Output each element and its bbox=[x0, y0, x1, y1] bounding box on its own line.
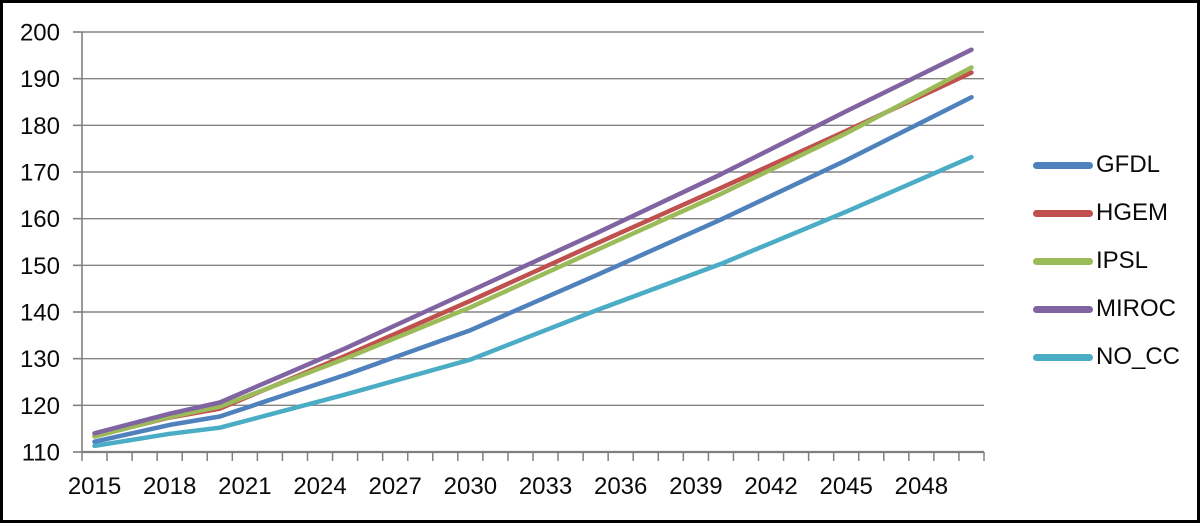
legend-item-hgem: HGEM bbox=[1033, 200, 1180, 226]
legend-item-gfdl: GFDL bbox=[1033, 152, 1180, 178]
x-tick-label: 2045 bbox=[819, 473, 872, 500]
y-tick-label: 200 bbox=[20, 20, 60, 47]
x-tick-label: 2015 bbox=[68, 473, 121, 500]
x-tick-label: 2024 bbox=[293, 473, 346, 500]
legend-swatch-ipsl-icon bbox=[1033, 257, 1093, 265]
legend-swatch-hgem-icon bbox=[1033, 209, 1093, 217]
y-tick-label: 190 bbox=[20, 66, 60, 93]
legend-label-ipsl: IPSL bbox=[1096, 247, 1149, 274]
y-tick-label: 150 bbox=[20, 253, 60, 280]
y-tick-label: 140 bbox=[20, 300, 60, 327]
legend-label-miroc: MIROC bbox=[1096, 295, 1176, 322]
legend-label-hgem: HGEM bbox=[1096, 199, 1168, 226]
legend-swatch-gfdl-icon bbox=[1033, 161, 1093, 169]
x-tick-label: 2048 bbox=[895, 473, 948, 500]
y-tick-label: 120 bbox=[20, 393, 60, 420]
y-tick-label: 160 bbox=[20, 206, 60, 233]
legend: GFDL HGEM IPSL MIROC NO_CC bbox=[1033, 152, 1180, 370]
legend-item-ipsl: IPSL bbox=[1033, 248, 1180, 274]
x-tick-label: 2036 bbox=[594, 473, 647, 500]
x-tick-label: 2030 bbox=[444, 473, 497, 500]
legend-label-gfdl: GFDL bbox=[1096, 151, 1161, 178]
x-tick-label: 2039 bbox=[669, 473, 722, 500]
series-line-no-cc bbox=[92, 154, 974, 449]
x-tick-label: 2042 bbox=[744, 473, 797, 500]
x-tick-label: 2021 bbox=[218, 473, 271, 500]
legend-swatch-miroc-icon bbox=[1033, 305, 1093, 313]
x-tick-label: 2033 bbox=[519, 473, 572, 500]
series-line-gfdl bbox=[92, 95, 974, 444]
legend-label-no-cc: NO_CC bbox=[1096, 343, 1181, 370]
x-tick-label: 2027 bbox=[368, 473, 421, 500]
y-tick-label: 170 bbox=[20, 160, 60, 187]
x-tick-label: 2018 bbox=[143, 473, 196, 500]
legend-item-no-cc: NO_CC bbox=[1033, 344, 1180, 370]
series-line-ipsl bbox=[92, 65, 974, 439]
series-line-hgem bbox=[92, 70, 974, 439]
y-tick-label: 180 bbox=[20, 113, 60, 140]
legend-swatch-no-cc-icon bbox=[1033, 353, 1093, 361]
series-line-miroc bbox=[92, 47, 974, 436]
legend-item-miroc: MIROC bbox=[1033, 296, 1180, 322]
y-tick-label: 130 bbox=[20, 346, 60, 373]
y-tick-label: 110 bbox=[22, 440, 60, 467]
